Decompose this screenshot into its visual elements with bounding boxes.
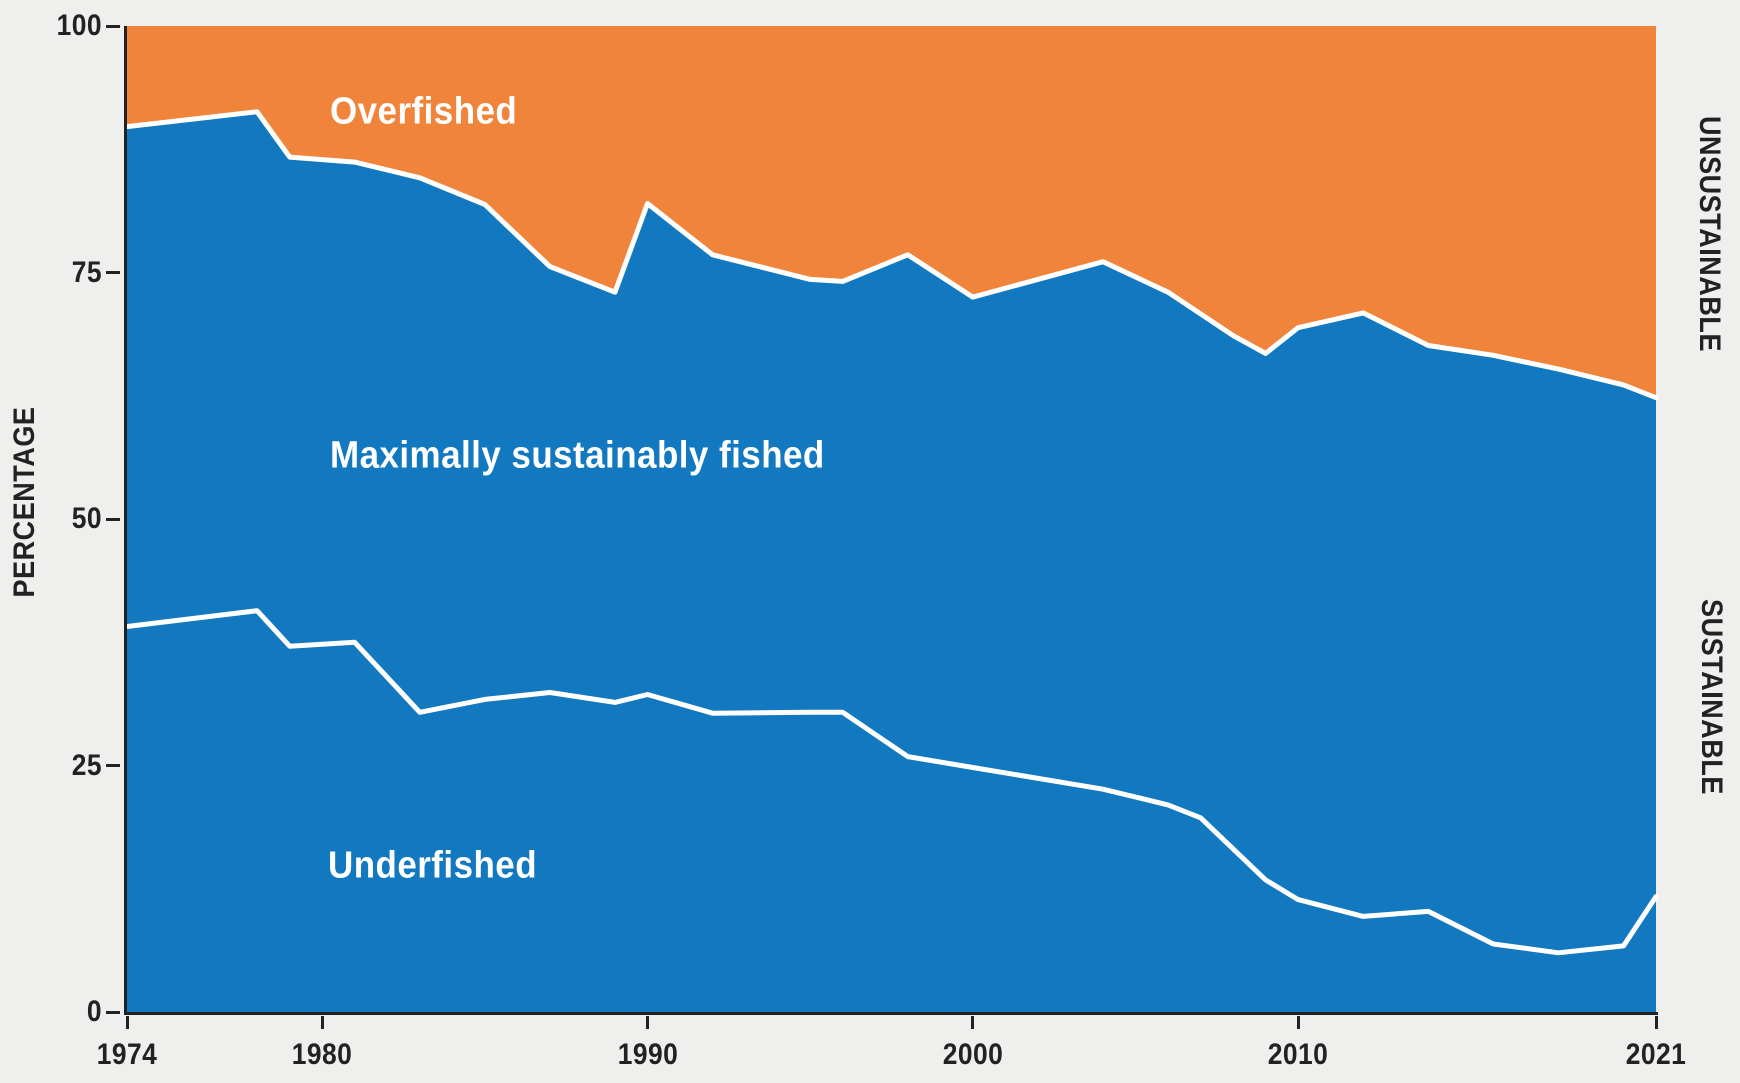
x-tick-label: 1990 xyxy=(617,1038,678,1071)
x-tick-mark xyxy=(320,1016,324,1029)
x-tick-label: 1980 xyxy=(291,1038,353,1071)
y-tick-mark xyxy=(106,764,120,767)
overfished-area-label: Overfished xyxy=(330,90,518,133)
x-tick-label: 2000 xyxy=(942,1038,1004,1071)
y-tick-label: 0 xyxy=(86,995,102,1028)
y-tick-label: 50 xyxy=(71,502,102,535)
x-tick-mark xyxy=(646,1016,649,1029)
x-tick-label: 1974 xyxy=(96,1038,158,1071)
sustainable-area xyxy=(127,111,1656,1013)
y-tick-label: 100 xyxy=(56,9,102,42)
y-tick-label: 75 xyxy=(71,255,102,289)
y-tick-label: 25 xyxy=(71,748,102,782)
x-tick-label: 2021 xyxy=(1625,1038,1687,1071)
maximally-sustainably-fished-area-label: Maximally sustainably fished xyxy=(330,434,825,477)
sustainable-side-label: SUSTAINABLE xyxy=(1695,599,1728,795)
y-tick-mark xyxy=(106,24,120,28)
underfished-boundary-line xyxy=(124,608,1659,956)
y-tick-mark xyxy=(106,1010,120,1014)
x-tick-mark xyxy=(125,1016,129,1029)
y-tick-mark xyxy=(106,517,120,521)
x-tick-mark xyxy=(971,1016,975,1029)
x-tick-label: 2010 xyxy=(1267,1038,1329,1071)
underfished-area-label: Underfished xyxy=(328,844,538,887)
y-tick-mark xyxy=(106,271,120,274)
x-tick-mark xyxy=(1296,1016,1300,1029)
x-tick-mark xyxy=(1654,1016,1658,1029)
sustainable-boundary-line xyxy=(124,109,1659,401)
unsustainable-side-label: UNSUSTAINABLE xyxy=(1693,115,1726,353)
y-axis-title: PERCENTAGE xyxy=(8,406,41,598)
